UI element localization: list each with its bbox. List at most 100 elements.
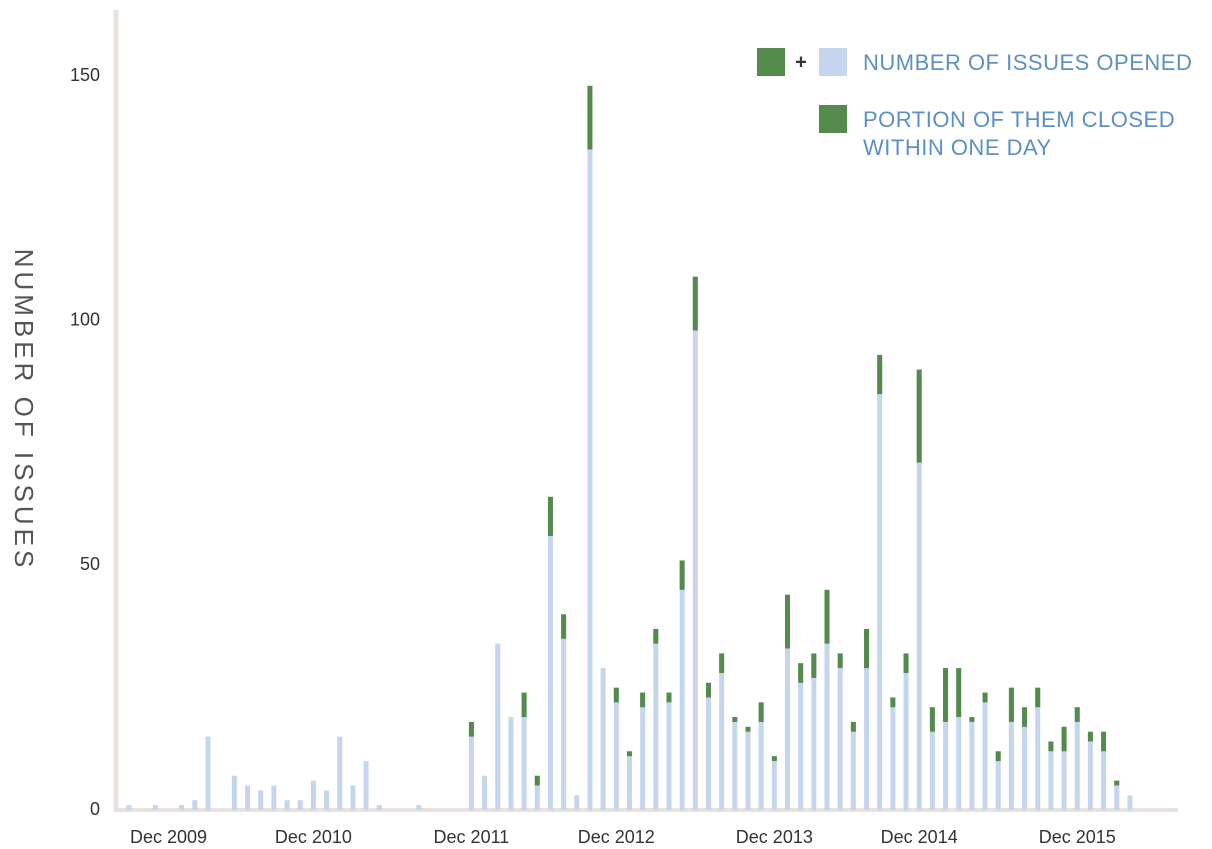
legend-label: NUMBER OF ISSUES OPENED [863, 50, 1193, 75]
bar-opened [771, 756, 777, 810]
bar-opened [324, 790, 330, 810]
bar-opened [258, 790, 264, 810]
bar-opened [495, 643, 501, 810]
bar-opened [719, 653, 725, 810]
bar-opened [995, 751, 1001, 810]
bar-opened [811, 653, 817, 810]
bar-opened [1074, 707, 1080, 810]
bar-opened [284, 800, 290, 810]
legend-swatch-closed [757, 48, 785, 76]
bar-opened [534, 775, 540, 810]
bar-opened [613, 687, 619, 810]
bar-closed [719, 653, 725, 673]
bar-closed [956, 668, 962, 718]
bar-opened [850, 721, 856, 810]
bar-closed [798, 663, 804, 683]
legend-swatch-closed [819, 105, 847, 133]
bar-opened [205, 736, 211, 810]
bar-opened [653, 628, 659, 810]
bar-opened [864, 628, 870, 810]
bar-closed [771, 756, 777, 762]
bar-opened [508, 717, 514, 810]
bar-closed [692, 276, 698, 331]
bar-closed [547, 496, 553, 536]
bar-opened [1061, 726, 1067, 810]
bar-closed [468, 721, 474, 737]
bar-opened [692, 276, 698, 811]
bar-opened [1114, 780, 1120, 810]
bar-closed [890, 697, 896, 708]
bar-closed [705, 682, 711, 698]
bar-closed [1074, 707, 1080, 722]
bar-opened [468, 721, 474, 810]
bar-opened [271, 785, 277, 810]
bar-opened [956, 668, 962, 810]
bar-opened [705, 682, 711, 810]
bar-closed [903, 653, 909, 673]
bar-closed [640, 692, 646, 708]
bar-opened [969, 717, 975, 810]
bar-closed [666, 692, 672, 703]
bar-opened [1035, 687, 1041, 810]
bar-opened [587, 85, 593, 810]
bar-closed [929, 707, 935, 732]
x-tick-label: Dec 2013 [736, 827, 813, 847]
bar-opened [943, 668, 949, 810]
bar-opened [903, 653, 909, 810]
x-tick-label: Dec 2015 [1039, 827, 1116, 847]
bar-closed [824, 589, 830, 644]
bar-opened [337, 736, 343, 810]
y-tick-label: 150 [70, 65, 100, 85]
bar-opened [547, 496, 553, 810]
bar-opened [837, 653, 843, 810]
bar-opened [231, 775, 237, 810]
bar-opened [416, 805, 422, 810]
bar-closed [626, 751, 632, 757]
bar-closed [969, 717, 975, 722]
bar-opened [890, 697, 896, 810]
bar-opened [640, 692, 646, 810]
bar-closed [982, 692, 988, 703]
bar-opened [732, 717, 738, 810]
bar-opened [1087, 731, 1093, 810]
x-tick-label: Dec 2010 [275, 827, 352, 847]
bar-opened [785, 594, 790, 810]
x-tick-label: Dec 2012 [578, 827, 655, 847]
bar-closed [916, 369, 922, 463]
bar-opened [1048, 741, 1054, 810]
bar-opened [363, 761, 369, 810]
bar-closed [1022, 707, 1028, 727]
bar-closed [653, 628, 659, 644]
bar-closed [1048, 741, 1054, 752]
bar-opened [600, 668, 606, 810]
y-tick-label: 0 [90, 799, 100, 819]
legend-joiner: + [795, 51, 807, 73]
bar-opened [1022, 707, 1028, 810]
bar-closed [534, 775, 540, 786]
bar-closed [587, 85, 593, 150]
bar-opened [626, 751, 632, 810]
bar-closed [1087, 731, 1093, 742]
bar-closed [850, 721, 856, 732]
bar-closed [877, 354, 883, 395]
bar-closed [1101, 731, 1107, 752]
bar-opened [310, 780, 316, 810]
bar-closed [864, 628, 870, 669]
bar-opened [482, 775, 488, 810]
bar-opened [982, 692, 988, 810]
x-tick-label: Dec 2011 [434, 827, 510, 847]
bar-opened [350, 785, 356, 810]
bar-closed [561, 614, 567, 639]
bar-opened [376, 805, 382, 810]
legend-label: PORTION OF THEM CLOSED WITHIN ONE DAY [863, 107, 1176, 160]
bar-opened [1008, 687, 1014, 810]
legend-swatch-opened [819, 48, 847, 76]
bar-closed [995, 751, 1001, 762]
bar-opened [758, 702, 764, 810]
x-tick-label: Dec 2009 [130, 827, 207, 847]
bar-closed [1061, 726, 1067, 752]
bar-opened [916, 369, 922, 810]
bar-closed [811, 653, 817, 678]
bar-opened [192, 800, 198, 810]
